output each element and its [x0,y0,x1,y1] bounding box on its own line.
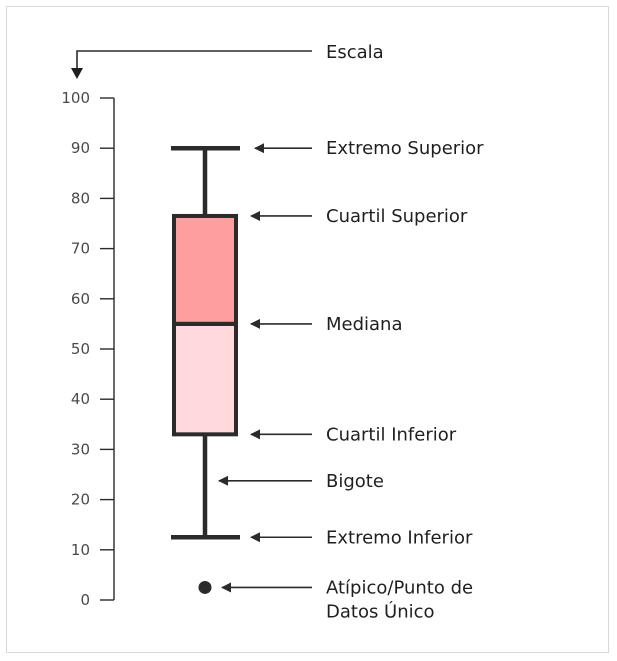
box-plot [171,145,240,594]
axis-tick-label: 20 [71,491,90,509]
axis-tick-label: 80 [71,189,90,207]
lower-quartile-label: Cuartil Inferior [326,424,457,445]
scale-arrowhead-icon [71,68,83,79]
scale-pointer-line [76,50,312,76]
axis-tick-label: 30 [71,440,90,458]
axis-tick-label: 0 [80,591,90,609]
diagram-frame [6,6,609,653]
scale-label: Escala [326,42,384,63]
axis-tick-label: 50 [71,340,90,358]
axis-tick-label: 90 [71,139,90,157]
outlier-label-line-2: Datos Único [326,600,435,622]
axis-tick-label: 100 [61,89,90,107]
whisker-label: Bigote [326,471,384,492]
upper-quartile-label: Cuartil Superior [326,206,468,227]
lower-extreme-label: Extremo Inferior [326,527,473,548]
scale-axis: 0 10 20 30 40 50 60 70 80 90 100 [61,89,115,609]
upper-extreme-label: Extremo Superior [326,138,484,159]
upper-box-section [172,213,238,326]
axis-tick-label: 10 [71,541,90,559]
axis-tick-label: 70 [71,240,90,258]
median-label: Mediana [326,314,403,335]
annotation-labels: Extremo Superior Cuartil Superior Median… [326,138,484,622]
scale-annotation: Escala [71,42,384,79]
outlier-point [198,580,212,594]
annotation-arrows [218,143,312,593]
axis-tick-label: 60 [71,290,90,308]
axis-ticks: 0 10 20 30 40 50 60 70 80 90 100 [61,89,114,609]
axis-tick-label: 40 [71,390,90,408]
outlier-label-line-1: Atípico/Punto de [326,577,473,598]
lower-box-section [172,321,238,437]
